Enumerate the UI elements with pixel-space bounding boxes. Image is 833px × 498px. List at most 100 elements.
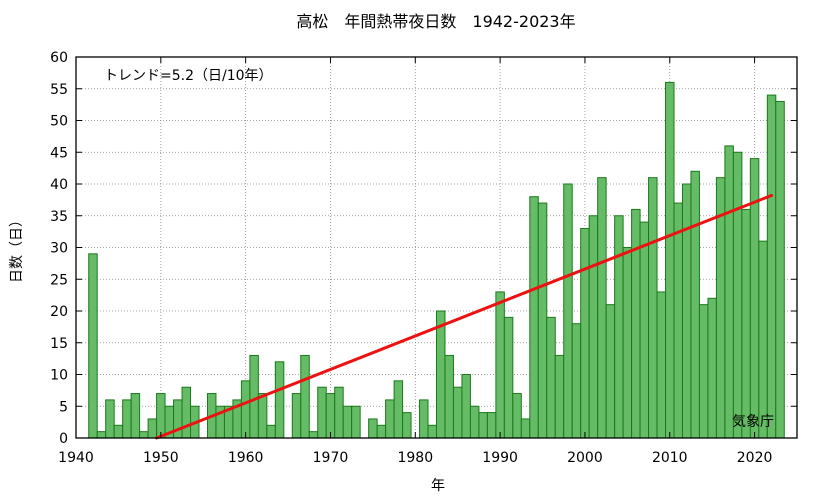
- bar-2002: [597, 177, 607, 439]
- bar-1992: [512, 393, 522, 439]
- bar-1967: [300, 354, 310, 439]
- y-tick-label: 50: [50, 114, 68, 130]
- bar-2022: [766, 94, 777, 439]
- bar-2017: [724, 145, 734, 439]
- x-tick-label: 2020: [737, 450, 773, 466]
- bar-2015: [707, 297, 717, 439]
- bar-2009: [656, 291, 667, 439]
- y-tick-label: 20: [50, 304, 68, 320]
- x-tick-label: 1990: [482, 450, 518, 466]
- y-tick-label: 15: [50, 336, 68, 352]
- bar-2007: [639, 221, 650, 439]
- bar-1971: [334, 386, 344, 439]
- y-tick-label: 10: [50, 368, 68, 384]
- bar-1964: [274, 361, 285, 439]
- ticks: 0 5 10 15 20 25 30 35 40 45 50 55 60 1940 1950 1960 1970…: [50, 50, 797, 466]
- bar-2008: [648, 177, 658, 439]
- bar-1979: [402, 412, 412, 439]
- bar-1943: [96, 431, 107, 439]
- bar-1942: [88, 253, 98, 439]
- bar-2019: [741, 208, 751, 439]
- bar-1977: [385, 399, 395, 439]
- bar-1962: [257, 393, 268, 439]
- bar-2001: [588, 215, 599, 439]
- bar-2018: [732, 151, 743, 439]
- bar-1999: [571, 323, 582, 439]
- x-tick-label: 1960: [228, 450, 264, 466]
- bar-1995: [537, 202, 548, 439]
- bar-1998: [563, 183, 573, 439]
- trend-label: トレンド=5.2（日/10年）: [104, 68, 273, 84]
- bar-1983: [436, 310, 446, 439]
- bar-1981: [419, 399, 429, 439]
- bar-2023: [775, 100, 785, 439]
- bar-2012: [681, 183, 692, 439]
- x-axis-label: 年: [431, 478, 445, 494]
- bar-1986: [461, 374, 471, 439]
- chart-title: 高松 年間熱帯夜日数 1942-2023年: [296, 12, 575, 31]
- bar-1972: [342, 405, 353, 439]
- bar-1963: [266, 424, 276, 439]
- y-tick-label: 5: [59, 399, 68, 415]
- bar-1988: [478, 412, 488, 439]
- y-tick-label: 45: [50, 145, 68, 161]
- bar-1950: [156, 393, 166, 439]
- bar-1982: [427, 424, 437, 439]
- y-tick-label: 35: [50, 209, 68, 225]
- bar-2014: [698, 304, 709, 439]
- bar-1961: [249, 354, 259, 439]
- bar-1990: [495, 291, 505, 439]
- bar-1996: [546, 316, 556, 439]
- bar-1975: [368, 418, 378, 439]
- bar-1944: [105, 399, 115, 439]
- source-label: 気象庁: [732, 414, 774, 430]
- x-tick-label: 1950: [143, 450, 179, 466]
- bar-1969: [317, 386, 327, 439]
- bar-1997: [554, 354, 565, 439]
- x-tick-label: 2010: [652, 450, 688, 466]
- bar-1966: [291, 393, 302, 439]
- bar-2000: [580, 227, 590, 439]
- bar-1993: [520, 418, 531, 439]
- bar-1949: [147, 418, 158, 439]
- bars: [88, 81, 785, 439]
- bar-1968: [308, 431, 319, 439]
- bar-2005: [622, 247, 633, 439]
- bar-1948: [139, 431, 149, 439]
- bar-1984: [444, 354, 454, 439]
- bar-1978: [393, 380, 404, 439]
- bar-1985: [452, 386, 463, 439]
- trend: [155, 193, 774, 440]
- bar-1953: [181, 386, 192, 439]
- bar-1989: [486, 412, 497, 439]
- y-tick-label: 25: [50, 272, 68, 288]
- bar-2010: [665, 81, 675, 439]
- bar-2021: [758, 240, 768, 439]
- y-tick-label: 30: [50, 241, 68, 257]
- y-axis-label: 日数（日）: [9, 213, 25, 283]
- x-tick-label: 2000: [567, 450, 603, 466]
- x-tick-label: 1980: [397, 450, 433, 466]
- y-tick-label: 60: [50, 50, 68, 66]
- x-tick-label: 1940: [58, 450, 94, 466]
- bar-1970: [325, 393, 336, 439]
- bar-1946: [122, 399, 132, 439]
- bar-1973: [351, 405, 361, 439]
- bar-1987: [469, 405, 480, 439]
- bar-2013: [690, 170, 700, 439]
- bar-1945: [113, 424, 124, 439]
- y-tick-label: 0: [59, 431, 68, 447]
- bar-2011: [673, 202, 683, 439]
- bar-1960: [240, 380, 251, 439]
- y-tick-label: 55: [50, 82, 68, 98]
- bar-1994: [529, 196, 539, 439]
- bar-1976: [376, 424, 387, 439]
- bar-2003: [605, 304, 616, 439]
- bar-2004: [614, 215, 624, 439]
- y-tick-label: 40: [50, 177, 68, 193]
- bar-1947: [130, 393, 141, 439]
- bar-2006: [631, 208, 641, 439]
- trend-line: [155, 193, 774, 440]
- bar-1991: [503, 316, 514, 439]
